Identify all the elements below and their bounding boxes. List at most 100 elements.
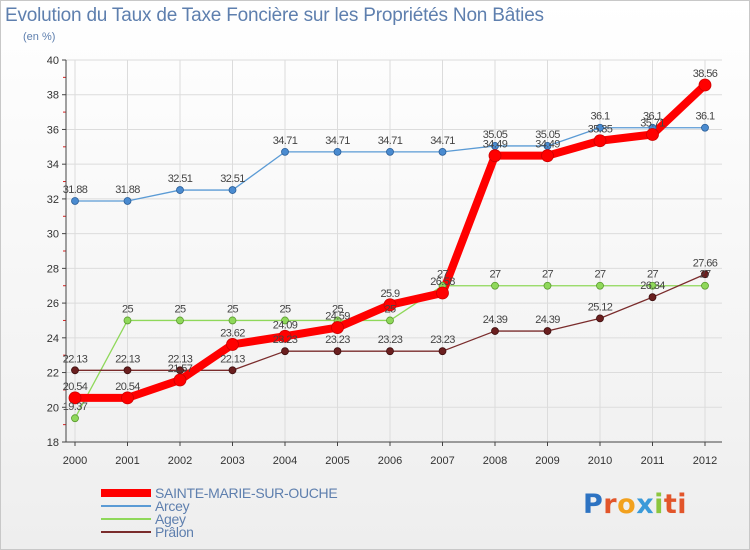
data-label-sainte-marie-sur-ouche: 25.9 [380,288,399,300]
y-axis-unit-label: (en %) [23,31,56,43]
data-point-agey [596,281,604,290]
data-point-arcey [438,147,447,156]
data-label-sainte-marie-sur-ouche: 38.56 [693,68,718,80]
data-point-arcey [176,186,184,194]
data-label-arcey: 36.1 [643,111,662,123]
x-tick-label: 2006 [378,455,402,467]
data-point-sainte-marie-sur-ouche [383,298,397,312]
y-tick-label: 40 [47,55,59,67]
data-label-sainte-marie-sur-ouche: 21.57 [168,363,193,375]
legend-swatch [101,505,151,507]
logo-letter: i [654,489,664,520]
data-label-arcey: 34.71 [325,135,350,147]
data-label-agey: 27 [594,269,606,281]
data-label-arcey: 36.1 [590,111,609,123]
legend-label: Arcey [155,498,190,514]
y-tick-label: 32 [47,194,59,206]
data-point-arcey [71,197,79,205]
data-point-agey [491,281,499,290]
data-point-pr-lon [333,347,342,356]
data-label-sainte-marie-sur-ouche: 34.49 [535,139,560,151]
data-label-pr-lon: 22.13 [220,353,245,365]
data-point-arcey [701,123,709,132]
data-label-pr-lon: 25.12 [588,301,613,313]
data-point-agey [648,281,657,290]
data-point-pr-lon [123,366,132,375]
data-label-pr-lon: 26.34 [640,280,665,292]
data-point-sainte-marie-sur-ouche [68,391,82,405]
grid [66,59,722,443]
data-label-pr-lon: 22.13 [168,353,193,365]
series-points [68,78,712,423]
data-point-sainte-marie-sur-ouche [436,286,449,300]
data-point-sainte-marie-sur-ouche [226,338,239,351]
data-label-agey: 25 [332,303,344,315]
x-tick-label: 2003 [220,455,244,467]
legend-label: Agey [155,511,186,527]
data-point-agey [386,316,394,325]
data-point-pr-lon [386,347,394,356]
data-label-sainte-marie-sur-ouche: 26.58 [430,276,455,288]
data-point-arcey [123,197,132,205]
logo-letter: r [603,489,618,520]
data-label-pr-lon: 27.66 [693,257,718,269]
data-point-agey [176,316,184,325]
data-point-sainte-marie-sur-ouche [646,128,659,141]
data-point-agey [228,316,237,325]
data-point-sainte-marie-sur-ouche [593,134,607,148]
data-label-sainte-marie-sur-ouche: 20.54 [63,381,88,393]
data-label-pr-lon: 22.13 [115,353,140,365]
legend-swatch [101,489,151,497]
data-point-agey [701,281,709,290]
logo-letter: ti [663,489,688,520]
x-tick-label: 2007 [430,455,454,467]
y-tick-label: 36 [47,124,59,136]
y-tick-label: 30 [47,229,59,241]
data-label-arcey: 34.71 [378,135,403,147]
data-label-pr-lon: 23.23 [378,334,403,346]
y-tick-label: 24 [47,333,59,345]
data-label-arcey: 35.05 [483,129,508,141]
legend-item: SAINTE-MARIE-SUR-OUCHE [101,485,401,501]
proxiti-logo: Proxiti [583,489,687,520]
data-label-agey: 25 [174,303,186,315]
y-tick-label: 38 [47,90,59,102]
chart-title: Evolution du Taux de Taxe Foncière sur l… [5,5,544,26]
data-label-agey: 27 [437,269,449,281]
y-tick-label: 34 [47,159,59,171]
legend-label: SAINTE-MARIE-SUR-OUCHE [155,485,338,501]
data-point-arcey [281,147,289,156]
data-label-sainte-marie-sur-ouche: 24.09 [273,319,298,331]
x-tick-label: 2009 [535,455,559,467]
data-label-agey: 25 [227,303,239,315]
data-label-agey: 25 [279,303,291,315]
data-point-arcey [386,147,394,156]
legend-swatch [101,531,151,533]
y-tick-label: 26 [47,298,59,310]
data-point-sainte-marie-sur-ouche [331,321,344,334]
x-tick-label: 2010 [588,455,612,467]
data-label-agey: 25 [384,303,396,315]
data-label-sainte-marie-sur-ouche: 20.54 [115,381,140,393]
y-tick-label: 18 [47,437,59,449]
data-label-agey: 27 [699,269,711,281]
x-tick-label: 2002 [168,455,192,467]
x-tick-label: 2000 [63,455,87,467]
data-label-agey: 19.37 [63,401,88,413]
x-tick-label: 2005 [325,455,349,467]
x-tick-label: 2008 [483,455,507,467]
data-label-agey: 27 [647,269,659,281]
data-point-sainte-marie-sur-ouche [541,149,554,163]
y-tick-label: 28 [47,263,59,275]
data-label-arcey: 34.71 [430,135,455,147]
data-point-arcey [596,123,604,132]
data-point-agey [123,316,132,325]
data-label-arcey: 31.88 [115,184,140,196]
data-point-pr-lon [438,347,447,356]
logo-letter: o [617,489,637,520]
data-label-arcey: 32.51 [168,173,193,185]
data-point-pr-lon [701,270,709,279]
legend-label: Prâlon [155,524,194,540]
